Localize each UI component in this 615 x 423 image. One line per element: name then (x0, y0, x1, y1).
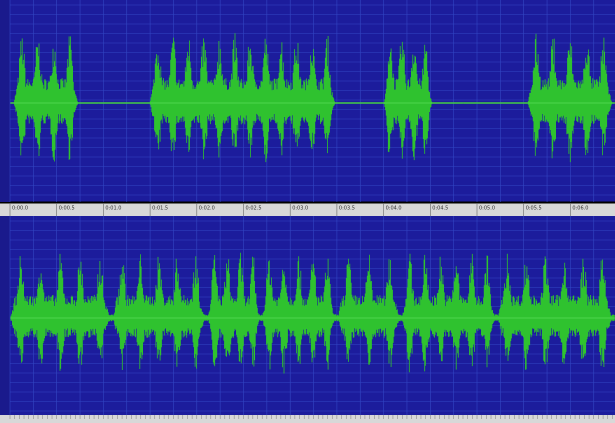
ruler-label: 0:05.0 (479, 206, 495, 212)
ruler-label: 0:04.0 (386, 206, 402, 212)
ruler-label: 0:05.5 (526, 206, 542, 212)
waveform-editor: 0:00.0 0:00.5 0:01.0 0:01.5 0:02.0 0:02.5 0:03… (0, 0, 615, 423)
amp-scale-top (0, 0, 10, 202)
page: 0:00.0 0:00.5 0:01.0 0:01.5 0:02.0 0:02.5 0:03… (0, 0, 615, 423)
ruler-label: 0:03.5 (339, 206, 355, 212)
ruler-label: 0:06.0 (572, 206, 588, 212)
ruler-label: 0:01.0 (105, 206, 121, 212)
ruler-label: 0:03.0 (292, 206, 308, 212)
ruler-label: 0:00.0 (12, 206, 28, 212)
ruler-label: 0:01.5 (152, 206, 168, 212)
ruler-label: 0:04.5 (432, 206, 448, 212)
ruler-label: 0:02.5 (246, 206, 262, 212)
bottom-ruler (0, 415, 615, 423)
amp-scale-bottom (0, 216, 10, 415)
ruler-label: 0:00.5 (59, 206, 75, 212)
ruler-label: 0:02.0 (199, 206, 215, 212)
